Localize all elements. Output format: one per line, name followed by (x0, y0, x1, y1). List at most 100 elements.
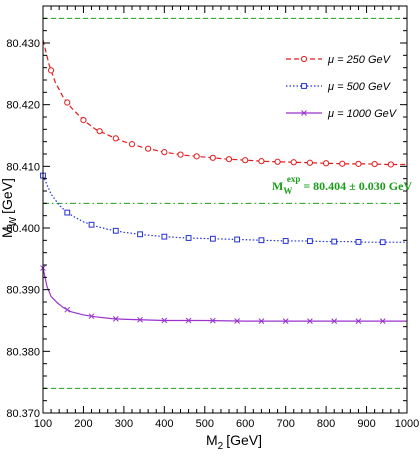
x-axis-title: M2 [GeV] (206, 432, 262, 452)
data-point (371, 161, 378, 168)
series-line (42, 39, 407, 166)
y-tick-label: 80.390 (6, 285, 40, 297)
x-tick-label: 100 (34, 418, 52, 430)
data-point (258, 237, 265, 244)
legend-marker (301, 83, 307, 89)
x-tick-label: 200 (74, 418, 92, 430)
data-point (242, 157, 249, 164)
data-point (387, 161, 394, 168)
data-point (379, 239, 386, 246)
axis-ticks (42, 5, 408, 414)
data-point (355, 318, 362, 324)
legend-label: μ = 250 GeV (327, 54, 392, 66)
annotation-main: M (272, 179, 283, 193)
data-point (64, 209, 71, 216)
data-point (306, 159, 314, 166)
data-point (112, 135, 119, 142)
x-tick-label: 1000 (395, 418, 419, 430)
data-point (112, 227, 119, 234)
data-point (185, 317, 192, 324)
data-point (161, 149, 168, 156)
x-tick-label: 800 (317, 418, 335, 430)
data-point (96, 128, 103, 135)
y-axis-title-sub: W (8, 216, 19, 226)
legend-marker (301, 110, 307, 116)
annotation-rest: = 80.404 ± 0.030 GeV (300, 179, 412, 193)
annotation-sub: W (283, 186, 292, 196)
data-point (339, 160, 346, 167)
y-tick-label: 80.430 (6, 38, 40, 50)
data-point (331, 318, 338, 324)
data-point (290, 159, 297, 166)
legend-label: μ = 1000 GeV (327, 108, 398, 120)
x-tick-label: 400 (155, 418, 173, 430)
data-point (177, 151, 184, 158)
data-point (282, 318, 289, 324)
series-layer (40, 39, 407, 324)
experimental-annotation: MWexp = 80.404 ± 0.030 GeV (272, 174, 412, 196)
data-point (225, 156, 233, 163)
legend-marker (300, 55, 308, 63)
series-2 (40, 265, 407, 324)
data-point (137, 316, 143, 323)
legend-label: μ = 500 GeV (327, 81, 392, 93)
y-axis-title-unit: [GeV] (0, 178, 15, 214)
data-point (258, 318, 265, 324)
legend: μ = 250 GeV μ = 500 GeV μ = 1000 GeV (286, 54, 398, 120)
annotation-sup: exp (287, 174, 301, 184)
x-axis-title-unit: [GeV] (226, 432, 262, 448)
data-point (128, 141, 136, 148)
data-point (307, 318, 313, 324)
series-1 (40, 172, 407, 246)
legend-item-0: μ = 250 GeV (286, 54, 392, 66)
y-axis-title: MW [GeV] (0, 178, 19, 238)
data-point (161, 233, 168, 240)
data-point (234, 236, 241, 243)
data-point (234, 318, 240, 324)
data-point (80, 116, 87, 124)
x-tick-label: 500 (196, 418, 214, 430)
series-0 (42, 39, 407, 168)
data-point (210, 317, 216, 324)
x-tick-label: 700 (276, 418, 294, 430)
data-point (185, 235, 192, 241)
data-point (355, 160, 362, 167)
reference-lines (43, 17, 407, 389)
y-tick-label: 80.380 (6, 346, 40, 358)
x-axis-title-main: M (206, 432, 218, 448)
data-point (137, 231, 143, 238)
legend-item-2: μ = 1000 GeV (286, 108, 398, 120)
data-point (355, 239, 362, 245)
data-point (64, 99, 71, 106)
data-point (209, 154, 216, 161)
data-point (209, 235, 216, 242)
y-axis-title-main: M (0, 226, 15, 238)
data-point (193, 153, 200, 160)
y-tick-label: 80.410 (6, 161, 40, 173)
data-point (88, 313, 95, 320)
data-point (64, 306, 71, 313)
data-point (282, 238, 289, 244)
data-point (331, 238, 338, 245)
data-point (161, 317, 168, 324)
x-tick-label: 300 (115, 418, 133, 430)
x-axis-title-sub: 2 (218, 441, 224, 452)
x-tick-label: 900 (357, 418, 375, 430)
data-point (323, 160, 330, 167)
data-point (307, 238, 313, 244)
series-line (42, 267, 407, 322)
data-point (274, 158, 281, 165)
data-point (379, 318, 386, 324)
y-tick-label: 80.370 (6, 408, 40, 420)
data-point (258, 158, 265, 165)
tick-labels: 100 200 300 400 500 600 700 800 900 1000 80.370 80.… (6, 38, 419, 430)
data-point (47, 67, 55, 74)
y-tick-label: 80.400 (6, 223, 40, 235)
plot-frame (42, 5, 408, 414)
y-tick-label: 80.420 (6, 100, 40, 112)
data-point (88, 221, 95, 228)
data-point (112, 316, 119, 322)
data-point (145, 145, 152, 152)
x-tick-label: 600 (236, 418, 254, 430)
